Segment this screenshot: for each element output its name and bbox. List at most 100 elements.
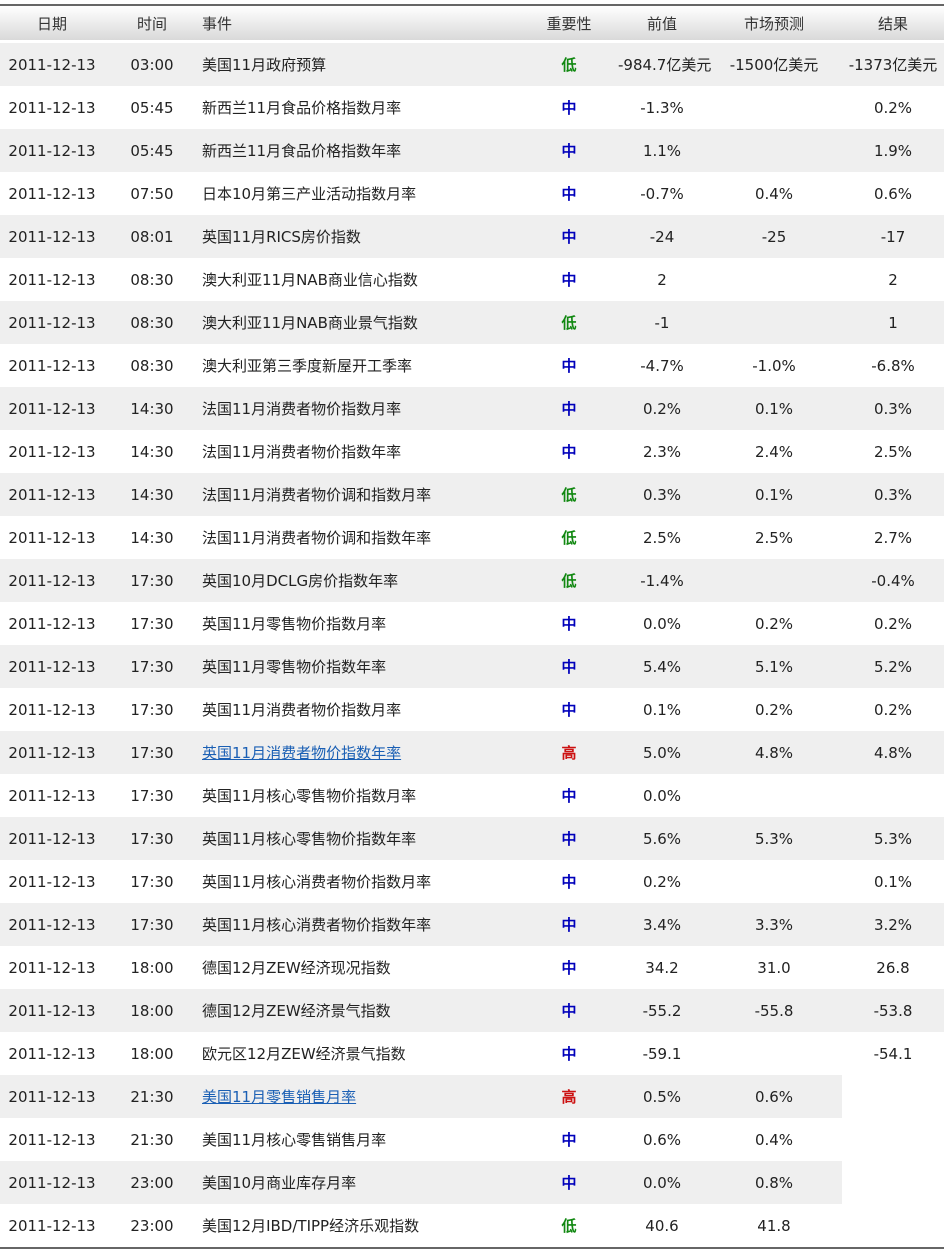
table-row: 2011-12-13 08:30 澳大利亚11月NAB商业信心指数 中 2 2	[0, 258, 944, 301]
cell-forecast: -1500亿美元	[706, 41, 842, 86]
header-event: 事件	[200, 5, 520, 43]
cell-event: 美国11月核心零售销售月率	[202, 1131, 387, 1149]
cell-event: 法国11月消费者物价调和指数年率	[202, 529, 432, 547]
importance-badge: 中	[520, 1161, 618, 1204]
table-row: 2011-12-13 21:30 美国11月核心零售销售月率 中 0.6% 0.4%	[0, 1118, 944, 1161]
header-forecast: 市场预测	[706, 5, 842, 43]
cell-date: 2011-12-13	[8, 528, 96, 547]
cell-time: 05:45	[104, 129, 200, 172]
cell-date: 2011-12-13	[0, 903, 104, 946]
table-row: 2011-12-13 18:00 德国12月ZEW经济景气指数中 -55.2 -55.8…	[0, 989, 944, 1032]
cell-previous: 1.1%	[618, 129, 706, 172]
cell-time: 08:30	[130, 356, 174, 375]
importance-badge: 中	[520, 215, 618, 258]
event-link[interactable]: 英国11月消费者物价指数年率	[202, 744, 402, 762]
cell-time: 14:30	[104, 473, 200, 516]
cell-date: 2011-12-13	[0, 989, 104, 1032]
cell-date: 2011-12-13	[8, 184, 96, 203]
cell-previous: -0.7%	[640, 184, 684, 203]
cell-date: 2011-12-13	[8, 700, 96, 719]
table-row: 2011-12-13 23:00 美国10月商业库存月率中 0.0% 0.8%	[0, 1161, 944, 1204]
cell-event: 澳大利亚11月NAB商业景气指数	[200, 301, 520, 344]
cell-result: 0.2%	[873, 700, 913, 719]
cell-date: 2011-12-13	[0, 1161, 104, 1204]
importance-badge: 中	[561, 1131, 577, 1149]
cell-previous: 0.2%	[642, 872, 682, 891]
cell-result: 5.3%	[842, 817, 944, 860]
header-row: 日期 时间 事件 重要性 前值 市场预测 结果	[0, 5, 944, 43]
cell-event: 英国11月零售物价指数年率	[200, 645, 520, 688]
cell-date: 2011-12-13	[0, 1075, 104, 1118]
cell-previous: 0.0%	[642, 614, 682, 633]
cell-time: 14:30	[104, 387, 200, 430]
cell-time: 08:30	[104, 301, 200, 344]
cell-previous: 34.2	[645, 958, 679, 977]
cell-time: 21:30	[104, 1075, 200, 1118]
cell-result: 0.6%	[873, 184, 913, 203]
cell-time: 17:30	[104, 559, 200, 602]
cell-result: 3.2%	[842, 903, 944, 946]
importance-badge: 低	[520, 559, 618, 602]
cell-previous: 0.2%	[618, 387, 706, 430]
cell-result: -6.8%	[871, 356, 915, 375]
cell-previous: 5.4%	[618, 645, 706, 688]
cell-forecast: 0.4%	[754, 184, 794, 203]
table-row: 2011-12-13 23:00 美国12月IBD/TIPP经济乐观指数 低 40.6 4…	[0, 1204, 944, 1248]
cell-forecast: -55.8	[706, 989, 842, 1032]
importance-badge: 中	[561, 185, 577, 203]
cell-forecast: 0.2%	[754, 614, 794, 633]
cell-forecast	[706, 1032, 842, 1075]
cell-date: 2011-12-13	[0, 215, 104, 258]
cell-forecast: -25	[706, 215, 842, 258]
cell-forecast	[706, 774, 842, 817]
header-result: 结果	[842, 5, 944, 43]
event-link[interactable]: 美国11月零售销售月率	[202, 1088, 357, 1106]
cell-date: 2011-12-13	[8, 356, 96, 375]
cell-event: 新西兰11月食品价格指数年率	[200, 129, 520, 172]
importance-badge: 中	[561, 701, 577, 719]
cell-time: 08:01	[104, 215, 200, 258]
table-row: 2011-12-13 05:45 新西兰11月食品价格指数年率中 1.1% 1.9%	[0, 129, 944, 172]
table-row: 2011-12-13 14:30 法国11月消费者物价调和指数月率低 0.3% 0.1%…	[0, 473, 944, 516]
cell-result	[842, 774, 944, 817]
cell-date: 2011-12-13	[0, 473, 104, 516]
cell-result: -53.8	[842, 989, 944, 1032]
cell-date: 2011-12-13	[8, 98, 96, 117]
cell-time: 17:30	[104, 903, 200, 946]
cell-forecast	[706, 559, 842, 602]
table-row: 2011-12-13 07:50 日本10月第三产业活动指数月率 中 -0.7% 0.4%…	[0, 172, 944, 215]
cell-event: 法国11月消费者物价调和指数月率	[200, 473, 520, 516]
cell-event: 英国11月消费者物价指数月率	[202, 701, 402, 719]
cell-result: -0.4%	[842, 559, 944, 602]
cell-date: 2011-12-13	[8, 1044, 96, 1063]
table-row: 2011-12-13 14:30 法国11月消费者物价指数月率中 0.2% 0.1% 0.…	[0, 387, 944, 430]
cell-forecast: 41.8	[757, 1216, 791, 1235]
cell-previous: 0.3%	[618, 473, 706, 516]
cell-date: 2011-12-13	[8, 1216, 96, 1235]
cell-event: 日本10月第三产业活动指数月率	[202, 185, 417, 203]
importance-badge: 中	[520, 129, 618, 172]
cell-date: 2011-12-13	[0, 41, 104, 86]
economic-calendar-table: 日期 时间 事件 重要性 前值 市场预测 结果 2011-12-13 03:00 美国11月政府…	[0, 4, 944, 1249]
importance-badge: 中	[561, 873, 577, 891]
cell-date: 2011-12-13	[0, 559, 104, 602]
cell-time: 17:30	[130, 872, 174, 891]
cell-event: 欧元区12月ZEW经济景气指数	[202, 1045, 406, 1063]
cell-result: -1373亿美元	[842, 41, 944, 86]
table-row: 2011-12-13 21:30 美国11月零售销售月率 高 0.5% 0.6%	[0, 1075, 944, 1118]
cell-time: 17:30	[130, 700, 174, 719]
importance-badge: 中	[561, 443, 577, 461]
cell-result: 2.5%	[873, 442, 913, 461]
cell-forecast: 3.3%	[706, 903, 842, 946]
table-row: 2011-12-13 18:00 欧元区12月ZEW经济景气指数 中 -59.1 -54.…	[0, 1032, 944, 1075]
cell-forecast: 5.1%	[706, 645, 842, 688]
cell-forecast: 0.6%	[706, 1075, 842, 1118]
importance-badge: 中	[561, 357, 577, 375]
cell-event: 英国11月核心消费者物价指数月率	[202, 873, 432, 891]
importance-badge: 中	[561, 787, 577, 805]
cell-previous: 0.5%	[618, 1075, 706, 1118]
importance-badge: 中	[561, 959, 577, 977]
table-row: 2011-12-13 08:01 英国11月RICS房价指数中 -24 -25 -17	[0, 215, 944, 258]
cell-result: 0.2%	[873, 614, 913, 633]
table-row: 2011-12-13 17:30 英国11月核心零售物价指数年率中 5.6% 5.3% 5…	[0, 817, 944, 860]
